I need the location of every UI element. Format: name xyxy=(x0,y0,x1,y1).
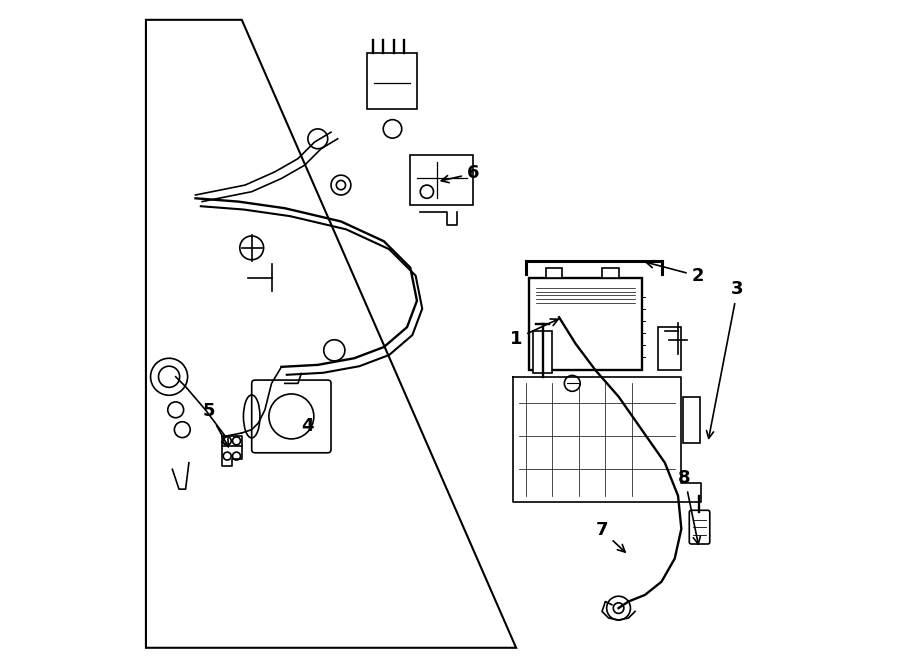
Text: 1: 1 xyxy=(509,319,558,348)
FancyBboxPatch shape xyxy=(683,397,700,443)
Text: 5: 5 xyxy=(202,403,229,447)
FancyBboxPatch shape xyxy=(410,155,473,205)
FancyBboxPatch shape xyxy=(533,330,553,373)
FancyBboxPatch shape xyxy=(545,268,562,278)
FancyBboxPatch shape xyxy=(529,278,642,370)
Text: 3: 3 xyxy=(706,280,743,438)
Text: 6: 6 xyxy=(441,165,480,182)
FancyBboxPatch shape xyxy=(367,53,417,109)
FancyBboxPatch shape xyxy=(252,380,331,453)
FancyBboxPatch shape xyxy=(602,268,618,278)
Text: 4: 4 xyxy=(302,417,314,436)
Text: 2: 2 xyxy=(646,260,704,285)
FancyBboxPatch shape xyxy=(689,510,710,544)
Text: 7: 7 xyxy=(596,522,626,552)
FancyBboxPatch shape xyxy=(658,327,681,370)
Text: 8: 8 xyxy=(679,469,700,544)
